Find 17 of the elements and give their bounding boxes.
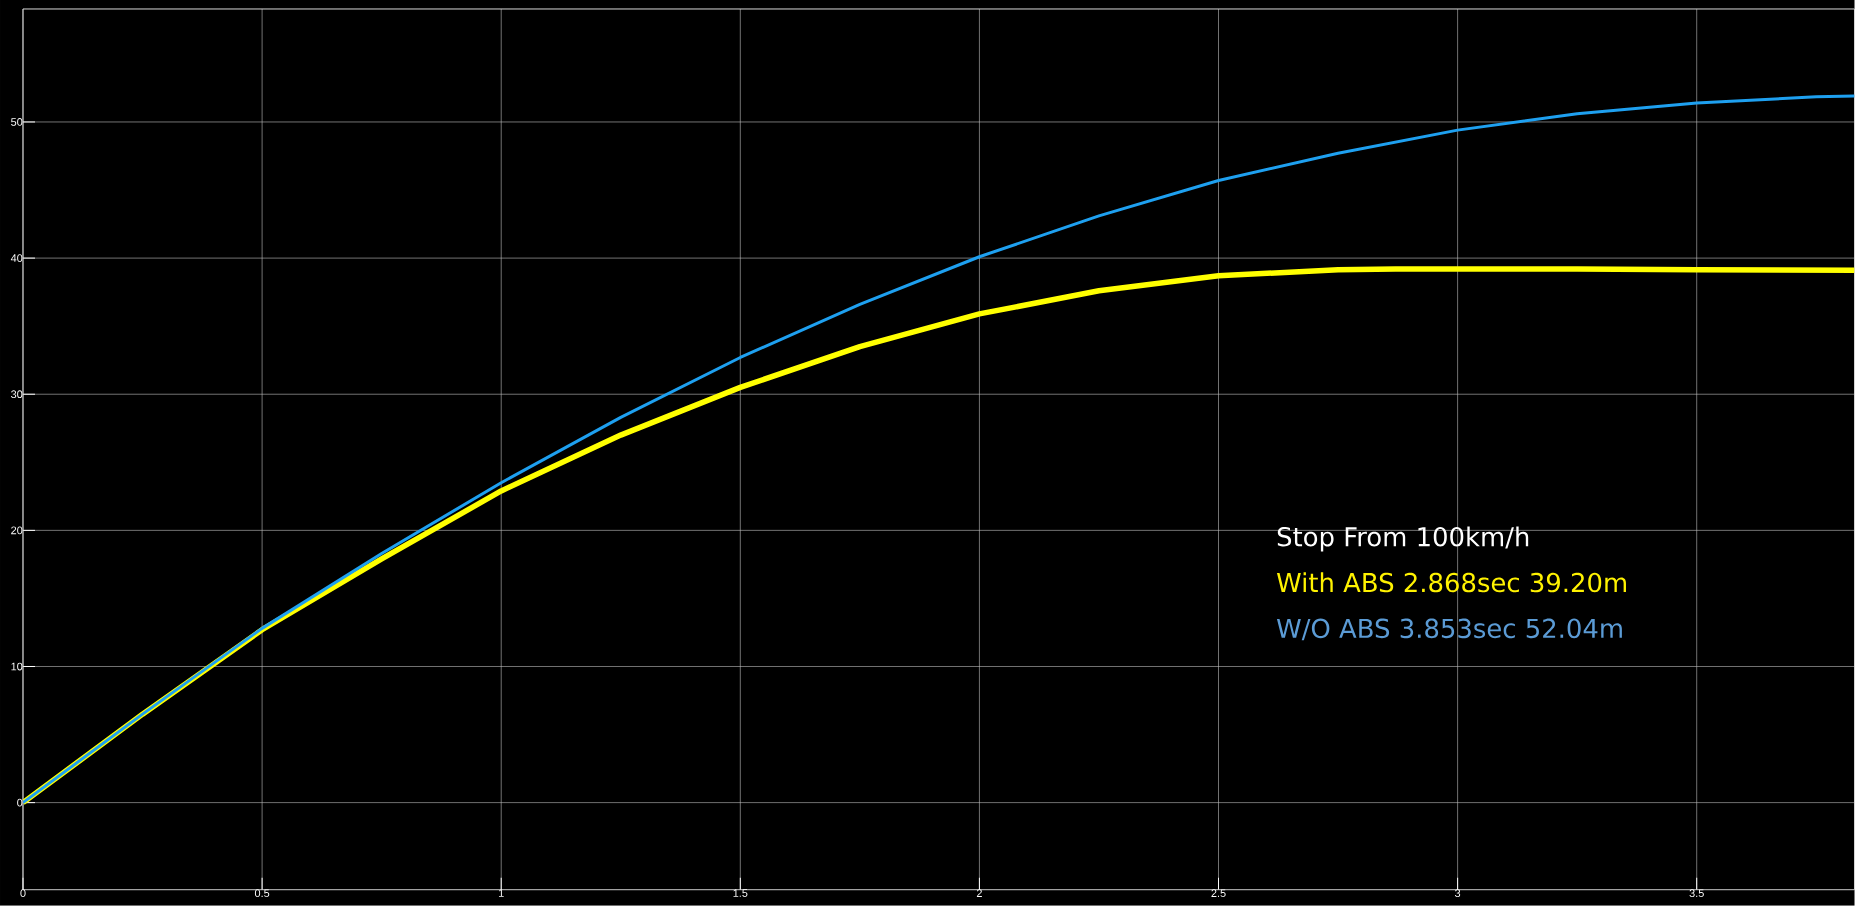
x-tick-label: 1 (498, 889, 504, 897)
x-tick-label: 3 (1454, 889, 1461, 898)
y-tick-label: 40 (10, 254, 23, 263)
annotation: W/O ABS 3.853sec 52.04m (1276, 618, 1622, 641)
x-tick-label: 0.5 (254, 889, 270, 898)
y-tick-label: 20 (11, 526, 23, 535)
x-tick-label: 2.5 (1211, 889, 1226, 898)
y-tick-label: 30 (11, 390, 23, 399)
x-tick-label: 2 (976, 889, 982, 898)
y-tick-label: 10 (11, 662, 23, 671)
annotation: Stop From 100km/h (1277, 526, 1529, 552)
annotation: With ABS 2.868sec 39.20m (1276, 572, 1626, 593)
line-series (23, 94, 1855, 805)
y-tick-label: 50 (11, 118, 23, 126)
y-tick-label: 0 (17, 798, 23, 807)
x-tick-label: 1.5 (733, 889, 748, 898)
x-tick-label: 3.5 (1689, 889, 1704, 898)
